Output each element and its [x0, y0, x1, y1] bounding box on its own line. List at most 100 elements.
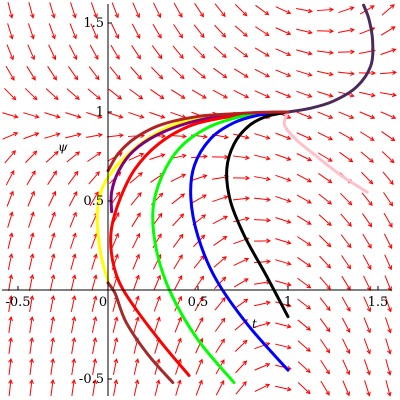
field-arrow [275, 69, 292, 78]
field-arrow [253, 197, 271, 202]
field-arrow [89, 191, 99, 207]
field-arrow [234, 4, 248, 17]
field-arrow [363, 338, 371, 355]
field-arrow [213, 235, 228, 246]
field-arrow [48, 190, 57, 207]
field-arrow [45, 150, 59, 163]
field-arrow [192, 67, 206, 79]
field-arrow [212, 195, 229, 203]
field-arrow [132, 232, 141, 249]
solution-curve-4 [106, 281, 175, 385]
field-arrow [254, 90, 271, 99]
field-arrow [27, 44, 36, 61]
field-arrow [8, 274, 14, 291]
field-arrow [149, 153, 166, 160]
field-arrow [385, 359, 392, 376]
field-arrow [296, 194, 312, 204]
field-arrow [191, 194, 207, 204]
field-arrow [49, 295, 56, 312]
field-arrow [319, 297, 331, 312]
field-arrow [154, 379, 161, 396]
field-arrow [194, 275, 205, 290]
field-arrow [67, 170, 79, 185]
field-arrow [91, 295, 98, 312]
field-arrow [254, 321, 271, 328]
field-arrow [341, 255, 352, 270]
field-arrow [48, 211, 56, 228]
field-arrow [253, 217, 272, 223]
solution-curve-8 [282, 110, 369, 194]
field-arrow [275, 280, 292, 287]
field-arrow [49, 274, 56, 291]
field-arrow [89, 44, 99, 60]
field-arrow [319, 255, 332, 269]
field-arrow [297, 319, 312, 331]
field-arrow [363, 317, 371, 334]
field-arrow [297, 361, 311, 374]
field-arrow [172, 45, 184, 59]
field-arrow [233, 133, 250, 140]
field-arrow [172, 213, 185, 227]
field-arrow [194, 316, 204, 333]
field-arrow [381, 4, 395, 16]
field-arrow [341, 317, 351, 334]
direction-field [2, 2, 398, 397]
field-arrow [133, 379, 140, 396]
field-arrow [383, 212, 393, 228]
field-arrow [193, 45, 206, 59]
field-arrow [338, 6, 355, 14]
field-arrow [215, 379, 225, 396]
field-arrow [130, 191, 142, 206]
field-arrow [296, 153, 313, 162]
field-arrow [91, 253, 98, 270]
field-arrow [28, 274, 35, 291]
field-arrow [316, 7, 335, 13]
field-arrow [174, 295, 183, 312]
field-arrow [195, 358, 203, 375]
field-arrow [233, 68, 249, 78]
field-arrow [68, 66, 79, 81]
field-arrow [86, 112, 103, 119]
field-arrow [29, 379, 34, 397]
field-arrow [193, 24, 205, 39]
field-arrow [130, 66, 143, 80]
field-arrow [7, 211, 14, 228]
field-arrow [275, 48, 292, 57]
field-arrow [112, 358, 119, 375]
field-arrow [170, 89, 186, 99]
field-arrow [150, 89, 165, 100]
field-arrow [7, 253, 14, 270]
field-arrow [214, 3, 226, 18]
field-arrow [29, 358, 34, 375]
field-arrow [174, 316, 182, 333]
field-arrow [173, 274, 183, 291]
field-arrow [385, 317, 392, 334]
field-arrow [23, 112, 40, 119]
field-arrow [131, 23, 141, 40]
field-arrow [383, 233, 393, 250]
field-arrow [342, 338, 351, 355]
field-arrow [254, 133, 271, 140]
field-arrow [49, 2, 56, 19]
x-tick-label: -0.5 [5, 295, 30, 310]
field-arrow [364, 380, 371, 397]
field-arrow [66, 151, 81, 163]
field-arrow [107, 112, 124, 119]
axis-ticks: -0.5 0 0.5 1 1.5 -0.5 0.5 1 1.5 [5, 16, 388, 387]
field-arrow [25, 150, 38, 164]
field-arrow [316, 28, 335, 34]
field-arrow [111, 232, 120, 249]
field-arrow [8, 337, 13, 354]
field-arrow [129, 88, 144, 100]
field-arrow [234, 46, 249, 58]
field-arrow [193, 254, 205, 269]
field-arrow [382, 171, 394, 185]
field-arrow [5, 65, 15, 81]
field-arrow [151, 66, 164, 80]
field-arrow [297, 277, 312, 289]
field-arrow [254, 383, 271, 392]
field-arrow [191, 174, 208, 181]
field-arrow [2, 112, 19, 119]
field-arrow [195, 379, 203, 396]
